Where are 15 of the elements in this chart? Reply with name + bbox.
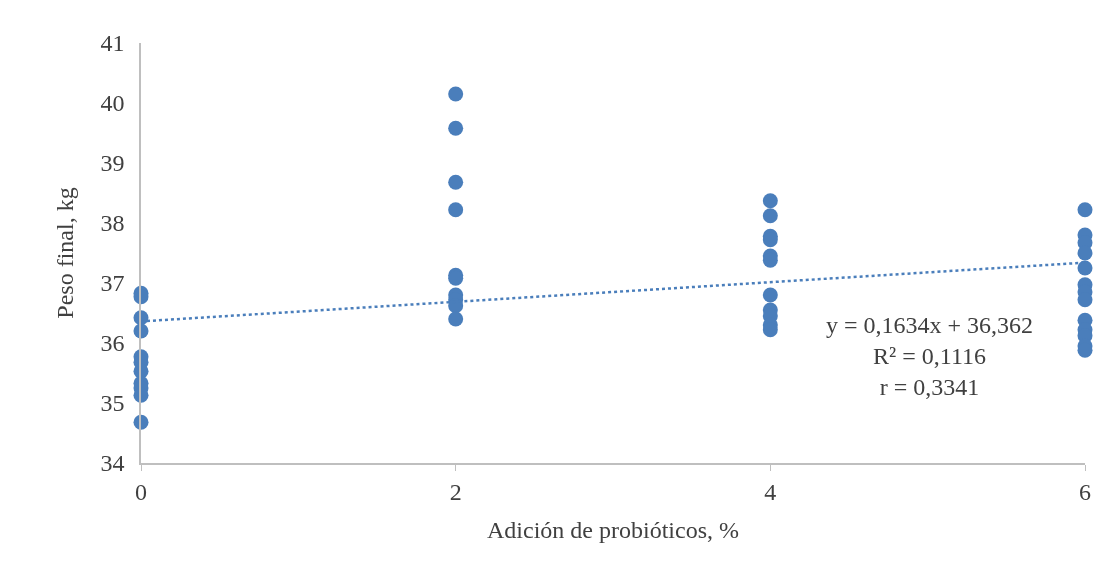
x-tick-label: 2 xyxy=(449,478,462,505)
x-tick-label: 0 xyxy=(135,478,147,505)
x-tick-label: 4 xyxy=(764,478,777,505)
annotation: y = 0,1634x + 36,362 R² = 0,1116 r = 0,3341 xyxy=(826,312,1034,401)
x-tick-label: 6 xyxy=(1079,478,1091,505)
y-tick-label: 40 xyxy=(100,90,125,117)
y-tick-label: 36 xyxy=(100,330,125,357)
y-tick-label: 37 xyxy=(100,270,125,297)
y-tick-label: 41 xyxy=(100,30,125,57)
y-tick-label: 38 xyxy=(100,210,125,237)
y-tick-label: 34 xyxy=(100,450,125,477)
x-axis-title: Adición de probióticos, % xyxy=(487,517,739,544)
y-tick-label: 35 xyxy=(100,390,125,417)
y-axis-title: Peso final, kg xyxy=(52,187,79,319)
y-tick-label: 39 xyxy=(100,150,125,177)
